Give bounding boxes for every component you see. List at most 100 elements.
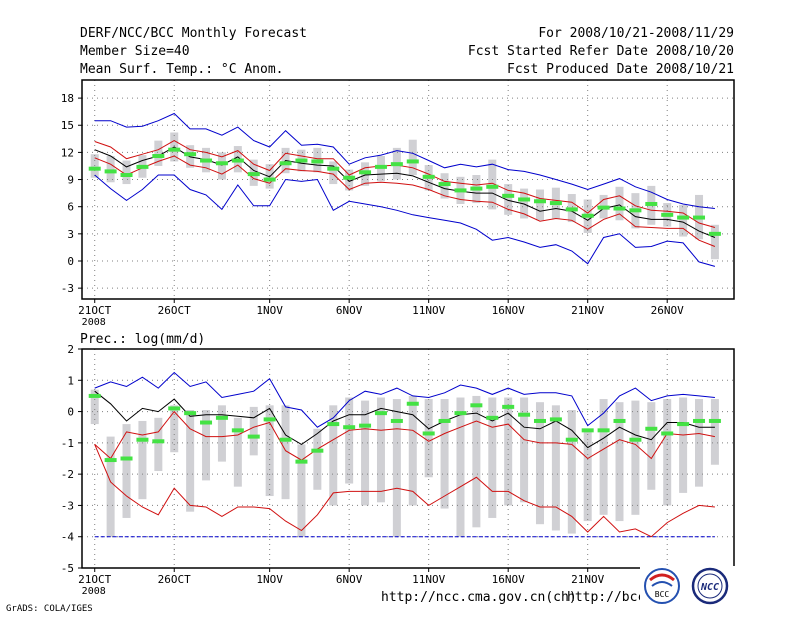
y-tick-label: 15 bbox=[61, 119, 74, 132]
median-day-23 bbox=[438, 182, 451, 187]
y-tick-label: 3 bbox=[67, 228, 74, 241]
median-day-39 bbox=[693, 418, 706, 423]
x-tick-label: 11NOV bbox=[412, 304, 445, 317]
y-tick-label: -3 bbox=[61, 282, 74, 295]
url-bcc[interactable]: http://bcc. bbox=[567, 590, 654, 605]
median-day-38 bbox=[677, 215, 690, 220]
box-day-16 bbox=[329, 161, 338, 185]
y-tick-label: 0 bbox=[67, 406, 74, 419]
box-day-28 bbox=[520, 397, 529, 503]
y-tick-label: 1 bbox=[67, 374, 74, 387]
median-day-36 bbox=[645, 426, 658, 431]
box-day-30 bbox=[551, 405, 560, 531]
series-mean bbox=[94, 390, 715, 449]
x-tick-year: 2008 bbox=[82, 317, 106, 328]
median-day-35 bbox=[629, 208, 642, 213]
member-size: Member Size=40 bbox=[80, 44, 190, 59]
x-tick-label: 26OCT bbox=[158, 573, 191, 586]
plot-frame bbox=[81, 348, 735, 569]
median-day-8 bbox=[200, 158, 213, 163]
median-day-34 bbox=[613, 418, 626, 423]
box-day-26 bbox=[488, 159, 497, 210]
box-day-3 bbox=[122, 160, 131, 185]
median-day-2 bbox=[104, 169, 117, 174]
x-tick-year: 2008 bbox=[82, 586, 106, 597]
box-day-14 bbox=[297, 444, 306, 537]
median-day-11 bbox=[247, 172, 260, 177]
median-day-18 bbox=[359, 423, 372, 428]
box-day-20 bbox=[392, 399, 401, 537]
y-tick-label: 2 bbox=[67, 343, 74, 356]
median-day-30 bbox=[549, 417, 562, 422]
box-day-38 bbox=[679, 204, 688, 237]
box-day-24 bbox=[456, 397, 465, 537]
median-day-9 bbox=[215, 161, 228, 166]
box-day-6 bbox=[170, 405, 179, 453]
median-day-27 bbox=[502, 193, 515, 198]
median-day-10 bbox=[231, 428, 244, 433]
median-day-24 bbox=[454, 188, 467, 193]
box-day-29 bbox=[535, 189, 544, 221]
box-day-5 bbox=[154, 140, 163, 166]
median-day-17 bbox=[343, 175, 356, 180]
x-tick-label: 16NOV bbox=[492, 304, 525, 317]
median-day-30 bbox=[549, 201, 562, 206]
ncc-logo-text: NCC bbox=[700, 582, 719, 593]
box-day-34 bbox=[615, 402, 624, 522]
box-day-7 bbox=[186, 410, 195, 512]
median-day-40 bbox=[708, 418, 721, 423]
y-tick-label: 12 bbox=[61, 146, 74, 159]
median-day-24 bbox=[454, 411, 467, 416]
box-day-19 bbox=[376, 397, 385, 503]
median-day-13 bbox=[279, 437, 292, 442]
y-tick-label: 9 bbox=[67, 174, 74, 187]
median-day-20 bbox=[390, 418, 403, 423]
x-tick-label: 6NOV bbox=[336, 573, 363, 586]
x-tick-label: 21OCT bbox=[78, 304, 111, 317]
box-day-26 bbox=[488, 397, 497, 518]
median-day-7 bbox=[184, 411, 197, 416]
median-day-31 bbox=[565, 437, 578, 442]
median-day-18 bbox=[359, 170, 372, 175]
median-day-11 bbox=[247, 434, 260, 439]
box-day-21 bbox=[408, 395, 417, 506]
median-day-6 bbox=[168, 406, 181, 411]
median-day-17 bbox=[343, 425, 356, 430]
series-mean bbox=[94, 146, 716, 238]
agency-logos: BCC NCC bbox=[640, 566, 740, 610]
box-day-9 bbox=[217, 152, 226, 180]
box-day-34 bbox=[615, 186, 624, 221]
y-tick-label: -2 bbox=[61, 468, 74, 481]
x-tick-label: 1NOV bbox=[256, 573, 283, 586]
x-tick-label: 26OCT bbox=[158, 304, 191, 317]
grads-credit: GrADS: COLA/IGES bbox=[6, 604, 93, 614]
box-day-25 bbox=[472, 395, 481, 528]
median-day-6 bbox=[168, 147, 181, 152]
y-tick-label: 6 bbox=[67, 201, 74, 214]
box-day-40 bbox=[710, 224, 719, 260]
box-day-2 bbox=[106, 436, 115, 537]
median-day-14 bbox=[295, 459, 308, 464]
median-day-12 bbox=[263, 177, 276, 182]
url-ch[interactable]: http://ncc.cma.gov.cn(ch) bbox=[381, 590, 577, 605]
median-day-29 bbox=[533, 418, 546, 423]
median-day-12 bbox=[263, 417, 276, 422]
median-day-4 bbox=[136, 437, 149, 442]
median-day-8 bbox=[200, 420, 213, 425]
box-day-4 bbox=[138, 420, 147, 500]
x-tick-label: 11NOV bbox=[412, 573, 445, 586]
series-outer_max bbox=[94, 112, 715, 209]
median-day-7 bbox=[184, 152, 197, 157]
plot-frame bbox=[81, 79, 735, 300]
box-day-18 bbox=[361, 400, 370, 506]
median-day-37 bbox=[661, 212, 674, 217]
median-day-31 bbox=[565, 207, 578, 212]
median-day-39 bbox=[693, 215, 706, 220]
median-day-33 bbox=[597, 205, 610, 210]
median-day-21 bbox=[406, 159, 419, 164]
bcc-logo: BCC bbox=[644, 568, 680, 604]
box-day-10 bbox=[233, 417, 242, 487]
series-upper bbox=[94, 410, 715, 461]
